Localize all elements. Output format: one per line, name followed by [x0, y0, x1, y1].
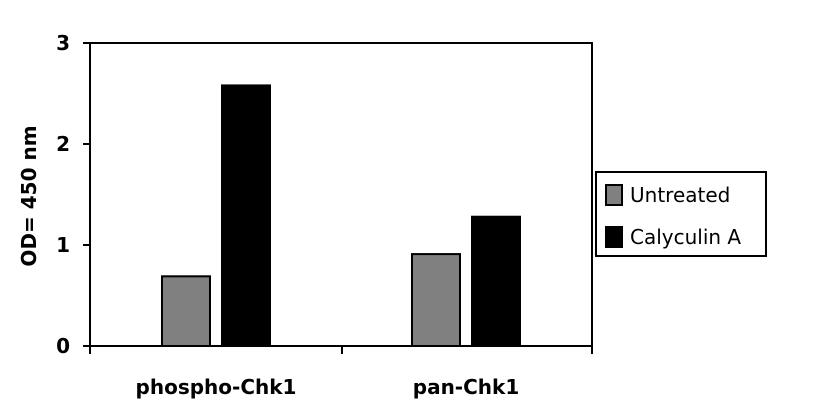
y-axis-title: OD= 450 nm: [17, 125, 41, 266]
y-tick-label: 3: [56, 31, 70, 55]
legend-swatch: [605, 184, 623, 206]
x-category-label: phospho-Chk1: [136, 375, 297, 399]
legend-frame: [595, 171, 767, 257]
y-tick-label: 0: [56, 334, 70, 358]
legend: Untreated Calyculin A: [595, 171, 767, 257]
legend-label: Untreated: [630, 183, 730, 207]
x-category-label: pan-Chk1: [413, 375, 519, 399]
y-tick-label: 2: [56, 132, 70, 156]
bar-untreated-pan-chk1: [411, 253, 461, 347]
legend-swatch: [605, 226, 623, 248]
bar-calyculin-a-phospho-chk1: [221, 84, 271, 347]
axes: OD= 450 nm 0 1 2 3 phospho-Chk1 pan-Chk1: [17, 31, 593, 399]
y-tick-label: 1: [56, 233, 70, 257]
bar-calyculin-a-pan-chk1: [471, 215, 521, 347]
bars: [161, 84, 521, 347]
bar-untreated-phospho-chk1: [161, 275, 211, 347]
legend-label: Calyculin A: [630, 225, 741, 249]
